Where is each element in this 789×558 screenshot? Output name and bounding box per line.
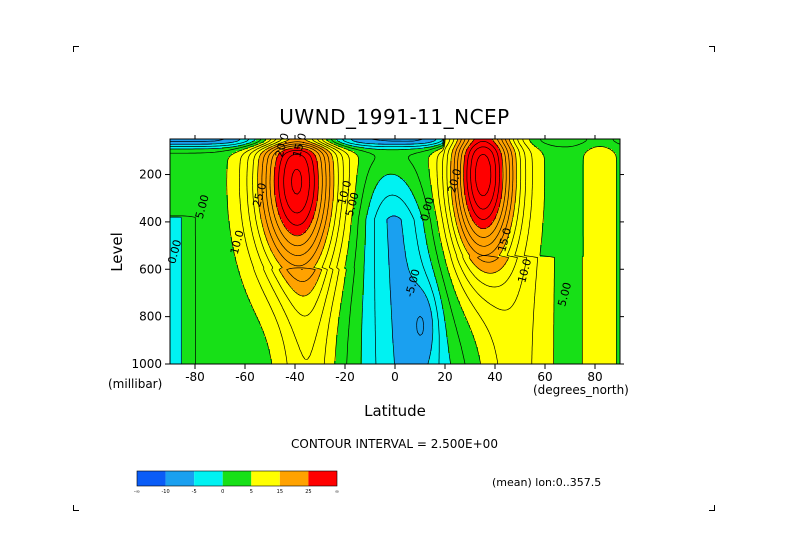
contour-plot: 5.000.00 10.010.05.0020.015.025.00.00-5.0… xyxy=(0,0,789,558)
